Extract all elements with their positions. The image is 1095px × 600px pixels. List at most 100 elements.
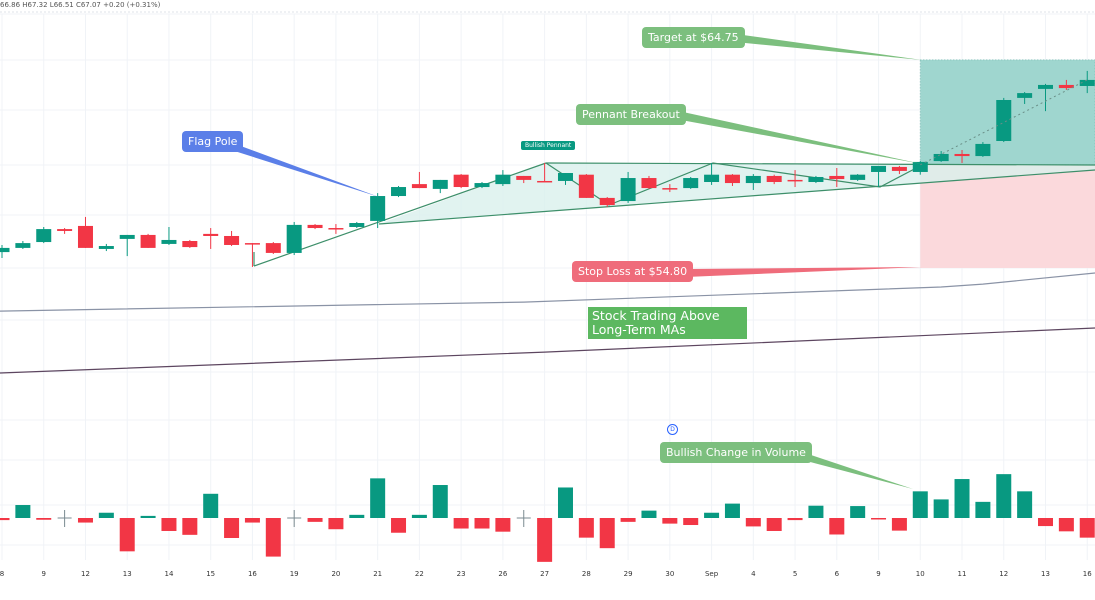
volume-change-pointer xyxy=(795,454,913,489)
candle-body xyxy=(224,235,240,245)
pennant-breakout-pointer xyxy=(670,112,922,164)
volume-bar xyxy=(224,518,240,538)
volume-bar xyxy=(599,518,615,549)
candle-body xyxy=(0,247,10,253)
candle-body xyxy=(453,174,469,188)
x-tick-label: 12 xyxy=(81,570,90,578)
x-tick-label: 20 xyxy=(331,570,341,578)
x-tick-label: 26 xyxy=(498,570,508,578)
volume-bar xyxy=(328,518,344,530)
dividend-marker-icon[interactable]: D xyxy=(667,424,678,435)
x-tick-label: 9 xyxy=(876,570,881,578)
volume-bar xyxy=(850,506,866,518)
candle-body xyxy=(766,175,782,183)
x-tick-label: 30 xyxy=(665,570,675,578)
volume-bar xyxy=(704,512,720,518)
moving-average-fast xyxy=(0,272,1095,312)
candle-body xyxy=(891,166,907,171)
stop-loss-callout[interactable]: Stop Loss at $54.80 xyxy=(572,261,694,282)
volume-bar xyxy=(495,518,511,532)
volume-change-callout[interactable]: Bullish Change in Volume xyxy=(660,442,812,463)
volume-bar xyxy=(370,478,386,518)
volume-bar xyxy=(745,518,761,527)
candle-body xyxy=(599,197,615,206)
volume-bar xyxy=(933,499,949,518)
volume-bar xyxy=(808,505,824,518)
candle-body xyxy=(98,246,114,249)
volume-bar xyxy=(537,518,553,562)
x-tick-label: 8 xyxy=(0,570,5,578)
x-tick-label: 14 xyxy=(164,570,174,578)
volume-bar xyxy=(1079,518,1095,538)
volume-bar xyxy=(1017,491,1033,518)
volume-bar xyxy=(161,518,177,531)
x-tick-label: 5 xyxy=(792,570,798,578)
candle-body xyxy=(933,153,949,162)
candle-body xyxy=(871,165,887,172)
volume-bar xyxy=(683,518,699,526)
volume-bar xyxy=(244,518,260,523)
x-tick-label: 6 xyxy=(834,570,840,578)
projection-line xyxy=(920,79,1088,166)
x-tick-label: 29 xyxy=(623,570,633,578)
x-tick-label: 12 xyxy=(999,570,1009,578)
candle-body xyxy=(370,196,386,221)
volume-bar xyxy=(0,518,10,521)
pennant-breakout-callout[interactable]: Pennant Breakout xyxy=(576,104,686,125)
target-pointer xyxy=(735,35,922,60)
x-tick-label: 22 xyxy=(414,570,424,578)
candle-body xyxy=(119,234,135,239)
volume-bar xyxy=(140,515,156,518)
candle-body xyxy=(641,178,657,189)
candle-body xyxy=(516,175,532,180)
bullish-pennant-label[interactable]: Bullish Pennant xyxy=(521,141,576,150)
target-callout[interactable]: Target at $64.75 xyxy=(642,27,745,48)
x-tick-label: Sep xyxy=(704,570,719,578)
candle-body xyxy=(140,234,156,248)
candle-body xyxy=(745,175,761,184)
candle-body xyxy=(954,153,970,157)
x-tick-label: 9 xyxy=(41,570,46,578)
x-tick-label: 4 xyxy=(751,570,756,578)
x-tick-label: 15 xyxy=(206,570,216,578)
x-tick-label: 16 xyxy=(1082,570,1092,578)
ma-note-callout[interactable]: Stock Trading Above Long-Term MAs xyxy=(588,307,747,339)
candle-body xyxy=(912,161,928,172)
candle-body xyxy=(161,239,177,244)
candle-body xyxy=(683,178,699,189)
candle-body xyxy=(474,183,490,188)
candle-body xyxy=(349,223,365,227)
volume-bar xyxy=(119,518,135,552)
candle-body xyxy=(787,179,803,182)
candle-body xyxy=(620,178,636,202)
moving-average-slow xyxy=(0,327,1095,374)
x-tick-label: 19 xyxy=(289,570,299,578)
candle-body xyxy=(182,241,198,248)
flag-pole-callout[interactable]: Flag Pole xyxy=(182,131,244,152)
x-tick-label: 11 xyxy=(957,570,967,578)
volume-bar xyxy=(996,474,1012,518)
volume-bar xyxy=(411,514,427,518)
candle-body xyxy=(1017,93,1033,98)
candle-body xyxy=(77,225,93,248)
pennant-top-line xyxy=(545,162,1095,166)
candle-body xyxy=(578,174,594,198)
volume-bar xyxy=(36,518,52,520)
candle-body xyxy=(265,243,281,253)
volume-bar xyxy=(391,518,407,533)
candle-body xyxy=(724,174,740,184)
candle-body xyxy=(36,229,52,243)
volume-bar xyxy=(98,512,114,518)
volume-bar xyxy=(474,518,490,529)
candle-body xyxy=(244,243,260,245)
candle-body xyxy=(1058,84,1074,89)
candle-body xyxy=(203,233,219,236)
candle-body xyxy=(557,173,573,181)
stop-loss-zone xyxy=(920,164,1095,268)
ohlc-readout: 66.86 H67.32 L66.51 C67.07 +0.20 (+0.31%… xyxy=(0,1,161,9)
x-tick-label: 16 xyxy=(247,570,257,578)
candle-body xyxy=(1038,84,1053,89)
candle-body xyxy=(704,174,720,183)
volume-bar xyxy=(641,510,657,518)
